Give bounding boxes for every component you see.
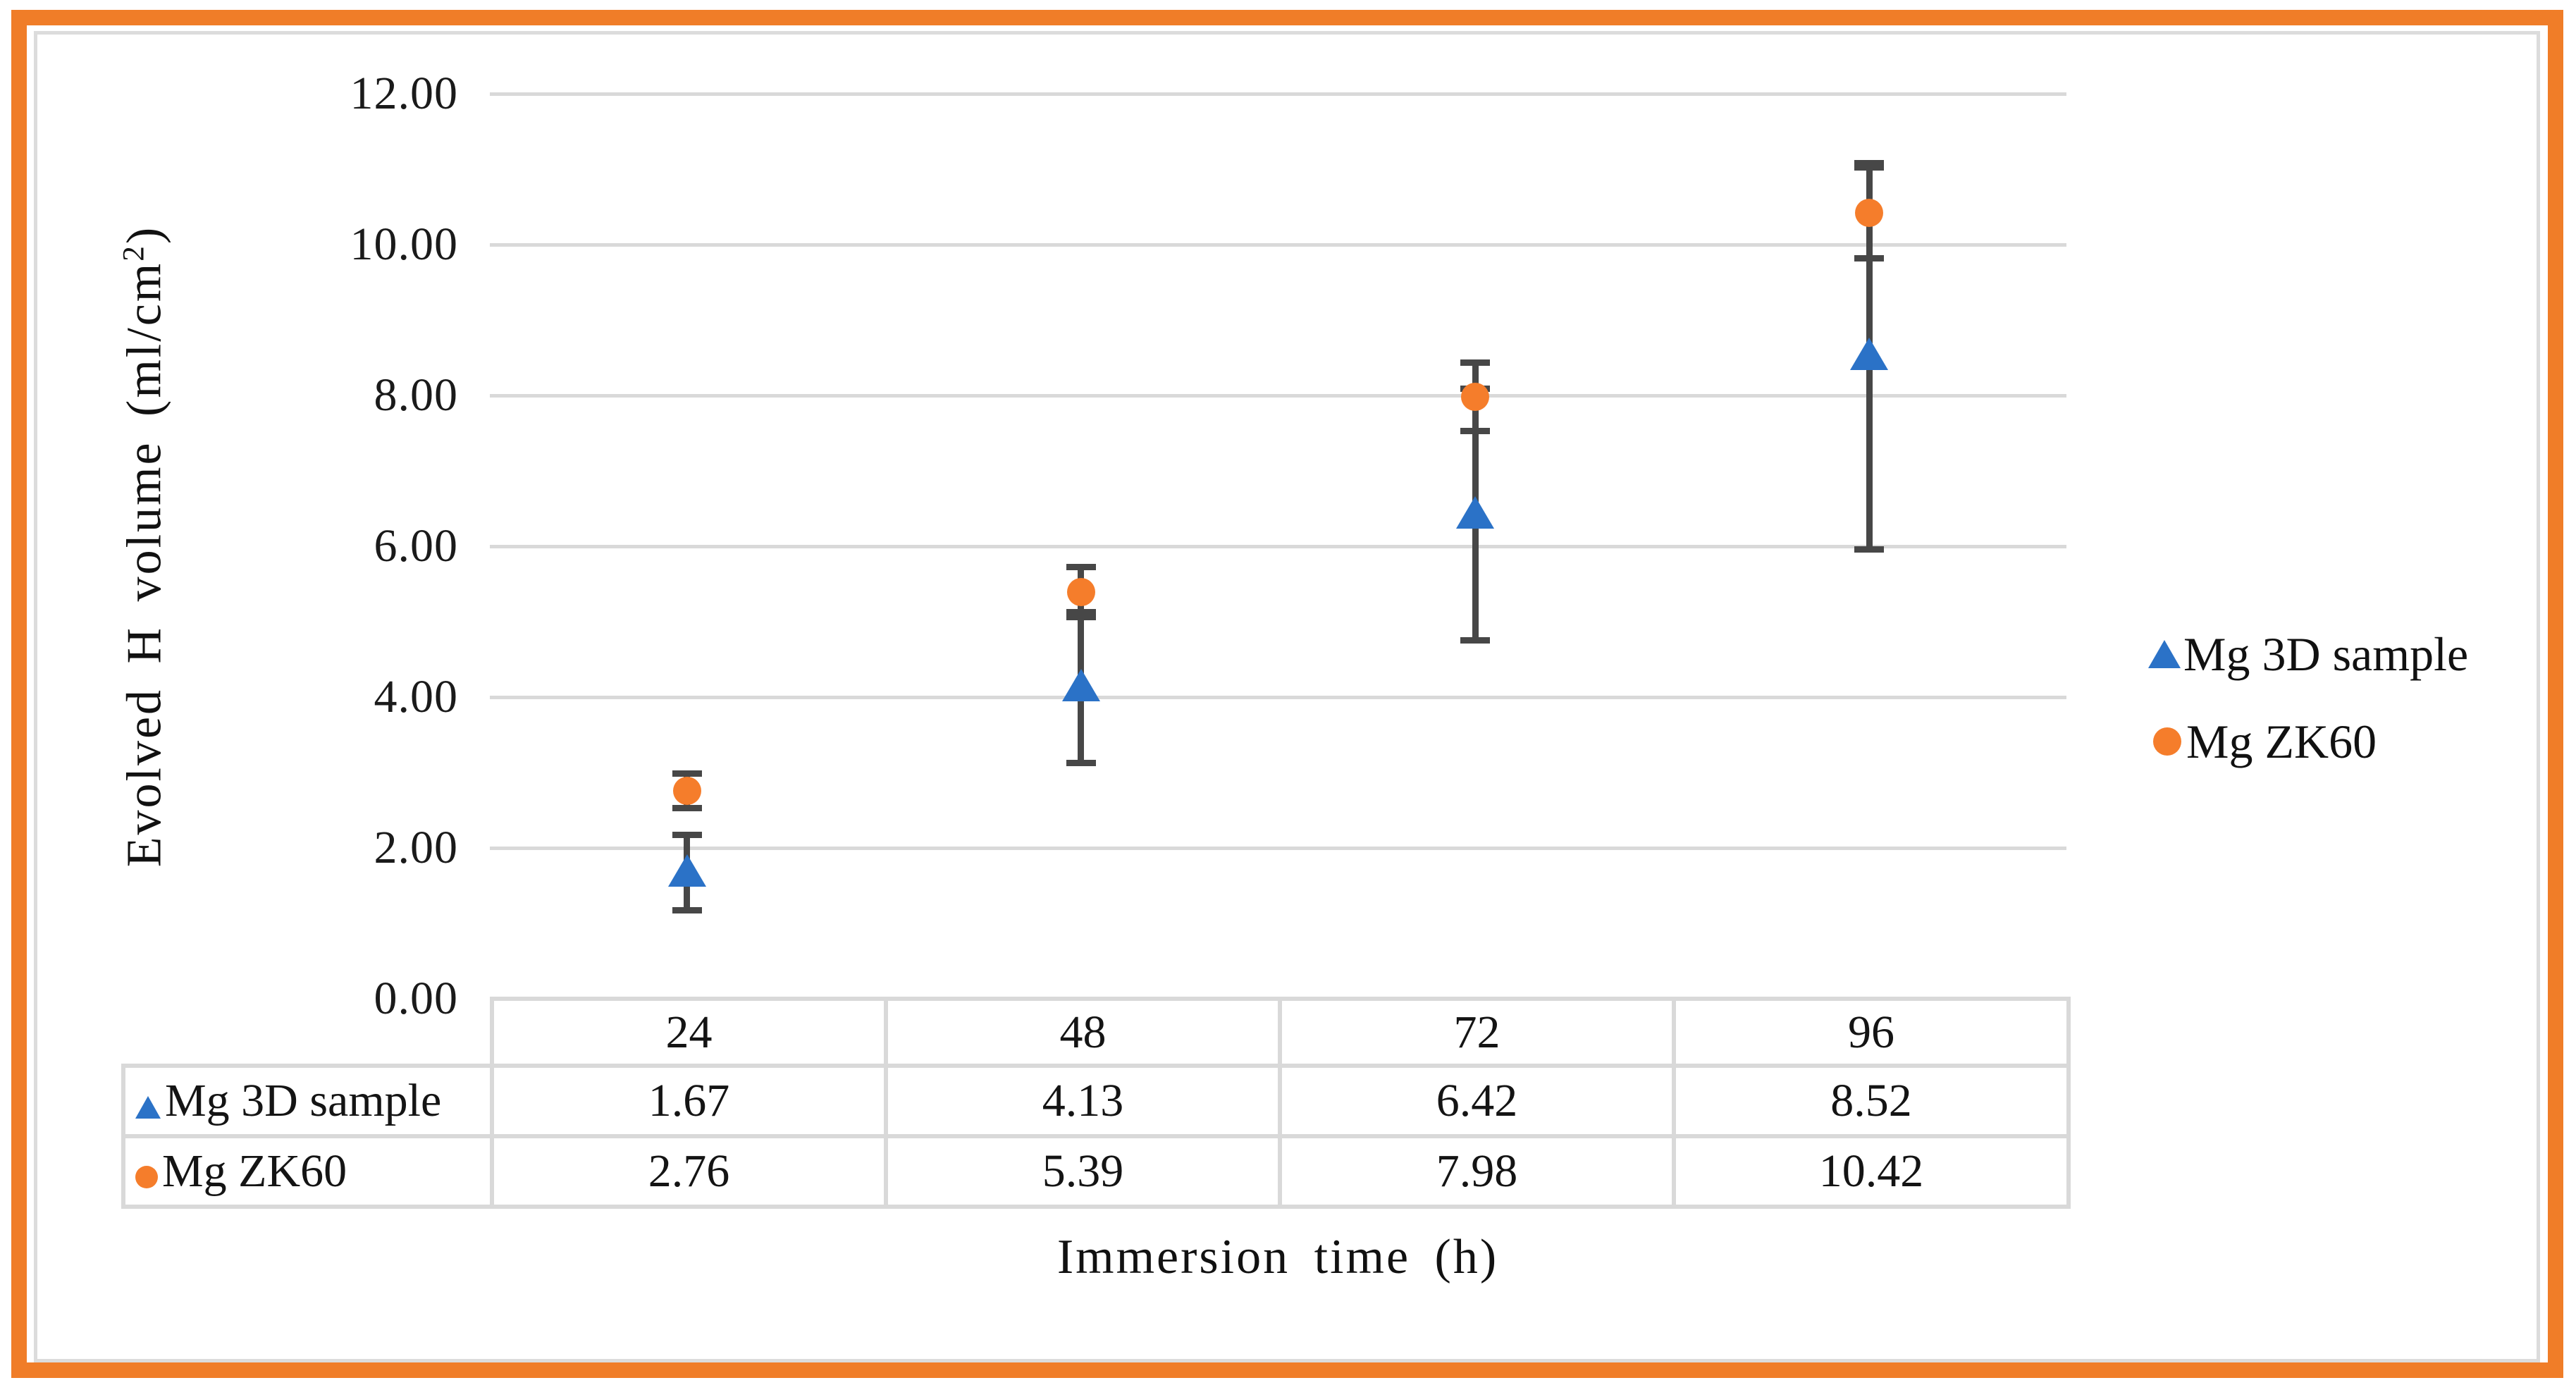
table-corner-cell: [123, 999, 494, 1068]
row-label-cell: Mg 3D sample: [121, 1064, 494, 1138]
legend-label: Mg 3D sample: [2183, 627, 2469, 681]
value-cell: 4.13: [884, 1064, 1282, 1138]
value-cell: 7.98: [1278, 1134, 1676, 1209]
legend-triangle-icon: [2145, 640, 2183, 668]
table-header-row: 24 48 72 96: [123, 997, 2071, 1068]
y-axis-title-superscript: 2: [116, 244, 151, 261]
x-category-label: 96: [1672, 997, 2071, 1068]
x-category-label: 48: [884, 997, 1282, 1068]
circle-key-icon: [135, 1166, 158, 1188]
triangle-key-icon: [135, 1096, 161, 1119]
value-cell: 2.76: [490, 1134, 888, 1209]
row-label: Mg 3D sample: [165, 1075, 442, 1126]
table-row: Mg ZK60 2.76 5.39 7.98 10.42: [121, 1134, 2071, 1209]
legend-label: Mg ZK60: [2186, 714, 2377, 768]
row-label: Mg ZK60: [162, 1145, 347, 1197]
y-axis-title-close: ): [117, 225, 172, 245]
value-cell: 1.67: [490, 1064, 888, 1138]
legend-circle-icon: [2148, 727, 2186, 756]
value-cell: 8.52: [1672, 1064, 2071, 1138]
table-row: Mg 3D sample 1.67 4.13 6.42 8.52: [121, 1064, 2071, 1138]
data-table: 24 48 72 96 Mg 3D sample 1.67 4.13 6.42 …: [121, 997, 2071, 1209]
legend-item: Mg 3D sample: [2145, 624, 2468, 684]
y-axis-title: Evolved H volume (ml/cm2): [116, 226, 173, 867]
x-category-label: 24: [490, 997, 888, 1068]
orange-frame: [11, 10, 2563, 1378]
legend-item: Mg ZK60: [2148, 712, 2377, 771]
value-cell: 6.42: [1278, 1064, 1676, 1138]
x-category-label: 72: [1278, 997, 1676, 1068]
value-cell: 5.39: [884, 1134, 1282, 1209]
row-label-cell: Mg ZK60: [121, 1134, 494, 1209]
value-cell: 10.42: [1672, 1134, 2071, 1209]
y-axis-title-text: Evolved H volume (ml/cm: [117, 261, 172, 868]
x-axis-title: Immersion time (h): [1056, 1230, 1499, 1284]
